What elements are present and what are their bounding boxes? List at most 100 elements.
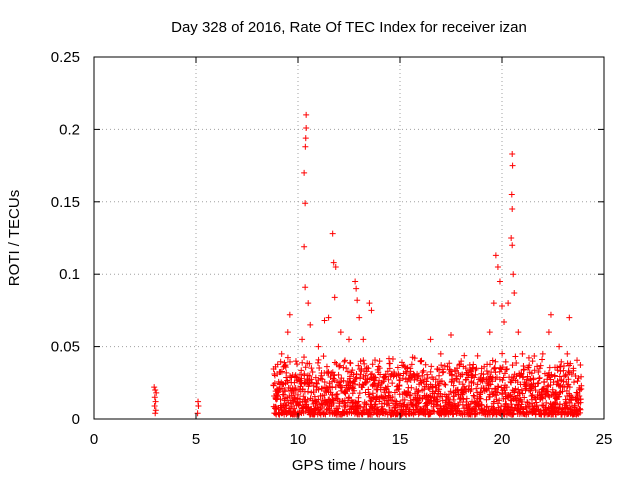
data-point — [438, 378, 445, 385]
data-point — [567, 360, 574, 367]
data-point — [417, 358, 424, 365]
data-point — [299, 336, 306, 343]
data-point — [383, 409, 390, 416]
data-point — [524, 399, 531, 406]
data-point — [309, 369, 316, 376]
data-point — [477, 395, 484, 402]
data-point — [365, 365, 372, 372]
data-point — [566, 399, 573, 406]
data-point — [519, 350, 526, 357]
data-point — [337, 378, 344, 385]
data-point — [537, 362, 544, 369]
data-point — [434, 365, 441, 372]
data-point — [350, 371, 357, 378]
data-point — [456, 361, 463, 368]
data-point — [501, 370, 508, 377]
data-point — [577, 396, 584, 403]
data-point — [551, 373, 558, 380]
data-point — [362, 389, 369, 396]
data-point — [291, 405, 298, 412]
data-point — [420, 367, 427, 374]
data-points — [151, 111, 585, 418]
data-point — [303, 124, 310, 131]
data-point — [355, 394, 362, 401]
data-point — [438, 362, 445, 369]
data-point — [501, 318, 508, 325]
data-point — [349, 403, 356, 410]
data-point — [447, 388, 454, 395]
grid-layer — [94, 57, 604, 419]
data-point — [408, 384, 415, 391]
data-point — [404, 378, 411, 385]
data-point — [473, 385, 480, 392]
data-point — [512, 385, 519, 392]
data-point — [510, 271, 517, 278]
data-point — [347, 360, 354, 367]
data-point — [450, 382, 457, 389]
data-point — [389, 394, 396, 401]
data-point — [382, 371, 389, 378]
data-point — [577, 362, 584, 369]
data-point — [504, 366, 511, 373]
data-point — [424, 371, 431, 378]
data-point — [315, 386, 322, 393]
data-point — [401, 396, 408, 403]
data-point — [484, 379, 491, 386]
data-point — [566, 384, 573, 391]
data-point — [450, 411, 457, 418]
data-point — [492, 252, 499, 259]
data-point — [527, 375, 534, 382]
data-point — [536, 375, 543, 382]
data-point — [568, 371, 575, 378]
data-point — [153, 389, 160, 396]
data-point — [501, 387, 508, 394]
data-point — [429, 383, 436, 390]
data-point — [411, 376, 418, 383]
y-tick-label: 0.2 — [59, 121, 80, 138]
data-point — [400, 362, 407, 369]
data-point — [515, 329, 522, 336]
data-point — [463, 395, 470, 402]
data-point — [320, 353, 327, 360]
data-point — [407, 365, 414, 372]
data-point — [399, 375, 406, 382]
data-point — [379, 405, 386, 412]
data-point — [531, 367, 538, 374]
data-point — [425, 384, 432, 391]
data-point — [368, 307, 375, 314]
data-point — [458, 358, 465, 365]
data-point — [498, 384, 505, 391]
data-point — [546, 364, 553, 371]
data-point — [311, 393, 318, 400]
data-point — [460, 396, 467, 403]
data-point — [351, 387, 358, 394]
data-point — [287, 358, 294, 365]
data-point — [548, 371, 555, 378]
data-point — [312, 407, 319, 414]
data-point — [278, 350, 285, 357]
data-point — [525, 411, 532, 418]
data-point — [316, 364, 323, 371]
data-point — [315, 343, 322, 350]
data-point — [520, 363, 527, 369]
data-point — [483, 367, 490, 374]
data-point — [363, 368, 370, 375]
data-point — [335, 371, 342, 378]
data-point — [453, 375, 460, 382]
data-point — [287, 373, 294, 380]
data-point — [509, 242, 516, 249]
data-point — [456, 362, 463, 369]
data-point — [427, 393, 434, 400]
data-point — [485, 385, 492, 392]
data-point — [284, 329, 291, 336]
data-point — [563, 398, 570, 405]
data-point — [346, 336, 352, 343]
data-point — [277, 358, 284, 365]
data-point — [422, 403, 429, 410]
data-point — [336, 363, 343, 370]
data-point — [483, 386, 490, 393]
data-point — [483, 396, 490, 403]
data-point — [411, 355, 418, 362]
data-point — [362, 372, 369, 379]
data-point — [389, 380, 396, 387]
